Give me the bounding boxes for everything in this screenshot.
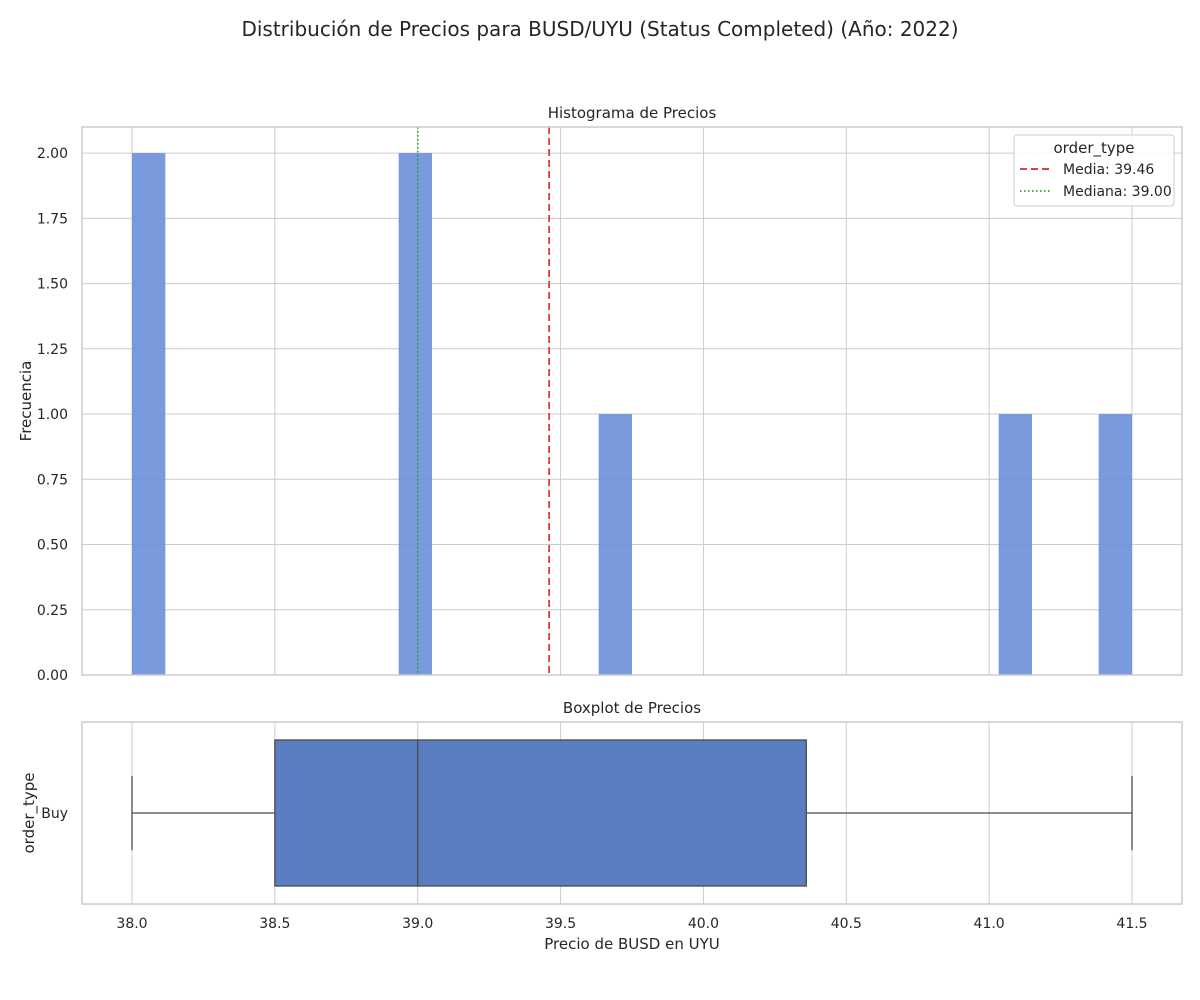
histogram-bar-4 [1098,414,1132,675]
boxplot-x-tick-38: 38.0 [116,916,147,932]
histogram-y-ticks: 0.00 0.25 0.50 0.75 1.00 1.25 1.50 1.75 2.00 [37,146,68,684]
legend[interactable]: order_type Media: 39.46 Mediana: 39.00 [1013,134,1175,207]
histogram-title: Histograma de Precios [548,104,717,122]
histogram-bars [132,153,1132,676]
boxplot-y-axis-label: order_type [20,772,39,853]
histogram-y-tick-1: 1.00 [37,407,68,423]
boxplot-frame [81,721,1183,905]
boxplot-x-tick-41-5: 41.5 [1116,916,1147,932]
histogram-y-tick-1-75: 1.75 [37,211,68,227]
histogram-bar-1 [398,153,432,676]
boxplot-x-ticks: 38.0 38.5 39.0 39.5 40.0 40.5 41.0 41.5 [116,916,1147,932]
boxplot-marks [131,739,1133,887]
boxplot-category-label: Buy [41,806,68,822]
histogram-bar-3 [998,414,1032,675]
legend-box [1013,134,1175,207]
boxplot-x-tick-41: 41.0 [974,916,1005,932]
boxplot-x-tick-39: 39.0 [402,916,433,932]
histogram-y-tick-0: 0.00 [37,668,68,684]
histogram-frame [81,126,1183,676]
boxplot-x-tick-38-5: 38.5 [259,916,290,932]
histogram-y-tick-1-25: 1.25 [37,342,68,358]
boxplot-x-tick-40-5: 40.5 [831,916,862,932]
legend-title: order_type [1053,139,1134,158]
boxplot-x-tick-40: 40.0 [688,916,719,932]
boxplot-title: Boxplot de Precios [563,699,701,717]
boxplot-x-axis-label: Precio de BUSD en UYU [544,935,719,953]
legend-entry-media: Media: 39.46 [1063,162,1154,178]
boxplot-x-tick-39-5: 39.5 [545,916,576,932]
legend-entry-mediana: Mediana: 39.00 [1063,184,1172,200]
reference-lines [416,127,550,675]
figure-title: Distribución de Precios para BUSD/UYU (S… [241,17,958,41]
histogram-y-tick-0-25: 0.25 [37,603,68,619]
histogram-y-tick-2: 2.00 [37,146,68,162]
histogram-bar-0 [132,153,166,676]
histogram-y-tick-1-5: 1.50 [37,277,68,293]
histogram-y-tick-0-5: 0.50 [37,538,68,554]
histogram-y-axis-label: Frecuencia [17,361,35,442]
boxplot-panel: Boxplot de Precios 38.0 38.5 39.0 39.5 40.0 4… [20,699,1183,953]
iqr-box [274,739,807,887]
histogram-panel: Histograma de Precios 0.00 0.25 0.50 0.75 1.… [17,104,1183,684]
histogram-bar-2 [598,414,632,675]
histogram-y-tick-0-75: 0.75 [37,472,68,488]
